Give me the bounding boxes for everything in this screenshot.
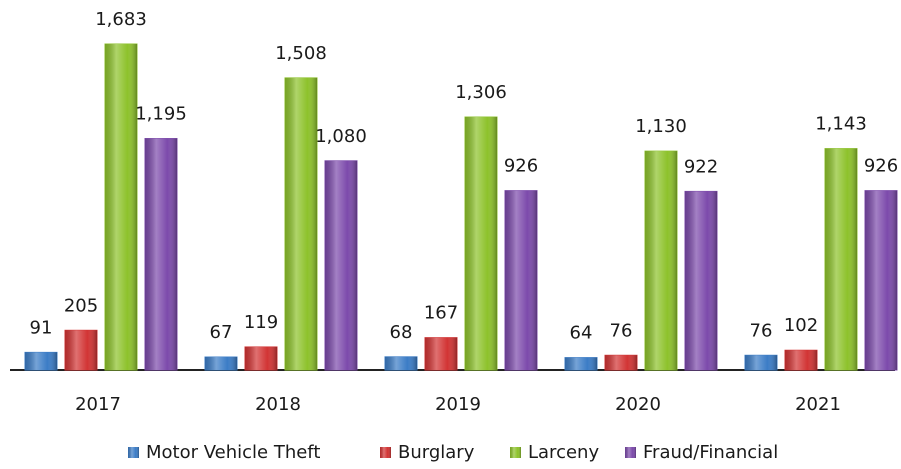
data-label: 1,143 bbox=[815, 114, 867, 135]
bar-shade bbox=[65, 330, 97, 370]
data-label: 1,508 bbox=[275, 43, 327, 64]
bar-shade bbox=[785, 350, 817, 370]
bar-shade bbox=[25, 352, 57, 370]
bar-shade bbox=[205, 357, 237, 370]
bar-shade bbox=[385, 356, 417, 370]
data-label: 167 bbox=[424, 303, 458, 324]
bar-shade bbox=[325, 160, 357, 370]
x-tick-label: 2020 bbox=[615, 394, 661, 415]
data-label: 926 bbox=[504, 156, 538, 177]
legend-label: Burglary bbox=[398, 442, 475, 463]
bar-shade bbox=[825, 148, 857, 370]
bar-shade bbox=[565, 357, 597, 370]
legend-swatch-shade bbox=[625, 447, 636, 458]
data-label: 76 bbox=[750, 320, 773, 341]
data-label: 68 bbox=[390, 322, 413, 343]
data-label: 926 bbox=[864, 156, 898, 177]
bar-shade bbox=[105, 44, 137, 370]
legend-swatch-shade bbox=[510, 447, 521, 458]
data-label: 102 bbox=[784, 315, 818, 336]
bar-shade bbox=[685, 191, 717, 370]
legend-label: Larceny bbox=[528, 442, 599, 463]
data-label: 1,195 bbox=[135, 104, 187, 125]
legend-label: Fraud/Financial bbox=[643, 442, 778, 463]
data-label: 922 bbox=[684, 156, 718, 177]
bar-shade bbox=[505, 190, 537, 370]
legend-label: Motor Vehicle Theft bbox=[146, 442, 320, 463]
data-label: 119 bbox=[244, 312, 278, 333]
bar-shade bbox=[865, 190, 897, 370]
data-label: 1,080 bbox=[315, 126, 367, 147]
bar-shade bbox=[605, 355, 637, 370]
legend-swatch-shade bbox=[380, 447, 391, 458]
bar-shade bbox=[245, 346, 277, 370]
x-tick-label: 2021 bbox=[795, 394, 841, 415]
data-label: 205 bbox=[64, 295, 98, 316]
bar-shade bbox=[465, 117, 497, 371]
x-tick-label: 2017 bbox=[75, 394, 121, 415]
data-label: 1,683 bbox=[95, 9, 147, 30]
data-label: 76 bbox=[610, 320, 633, 341]
data-label: 64 bbox=[570, 323, 593, 344]
bar-shade bbox=[745, 355, 777, 370]
data-label: 67 bbox=[210, 322, 233, 343]
x-tick-label: 2019 bbox=[435, 394, 481, 415]
x-tick-label: 2018 bbox=[255, 394, 301, 415]
bar-shade bbox=[645, 151, 677, 370]
bar-shade bbox=[285, 77, 317, 371]
data-label: 1,306 bbox=[455, 82, 507, 103]
legend-swatch-shade bbox=[128, 447, 139, 458]
data-label: 1,130 bbox=[635, 116, 687, 137]
data-label: 91 bbox=[30, 317, 53, 338]
bar-shade bbox=[145, 138, 177, 370]
bar-shade bbox=[425, 337, 457, 370]
